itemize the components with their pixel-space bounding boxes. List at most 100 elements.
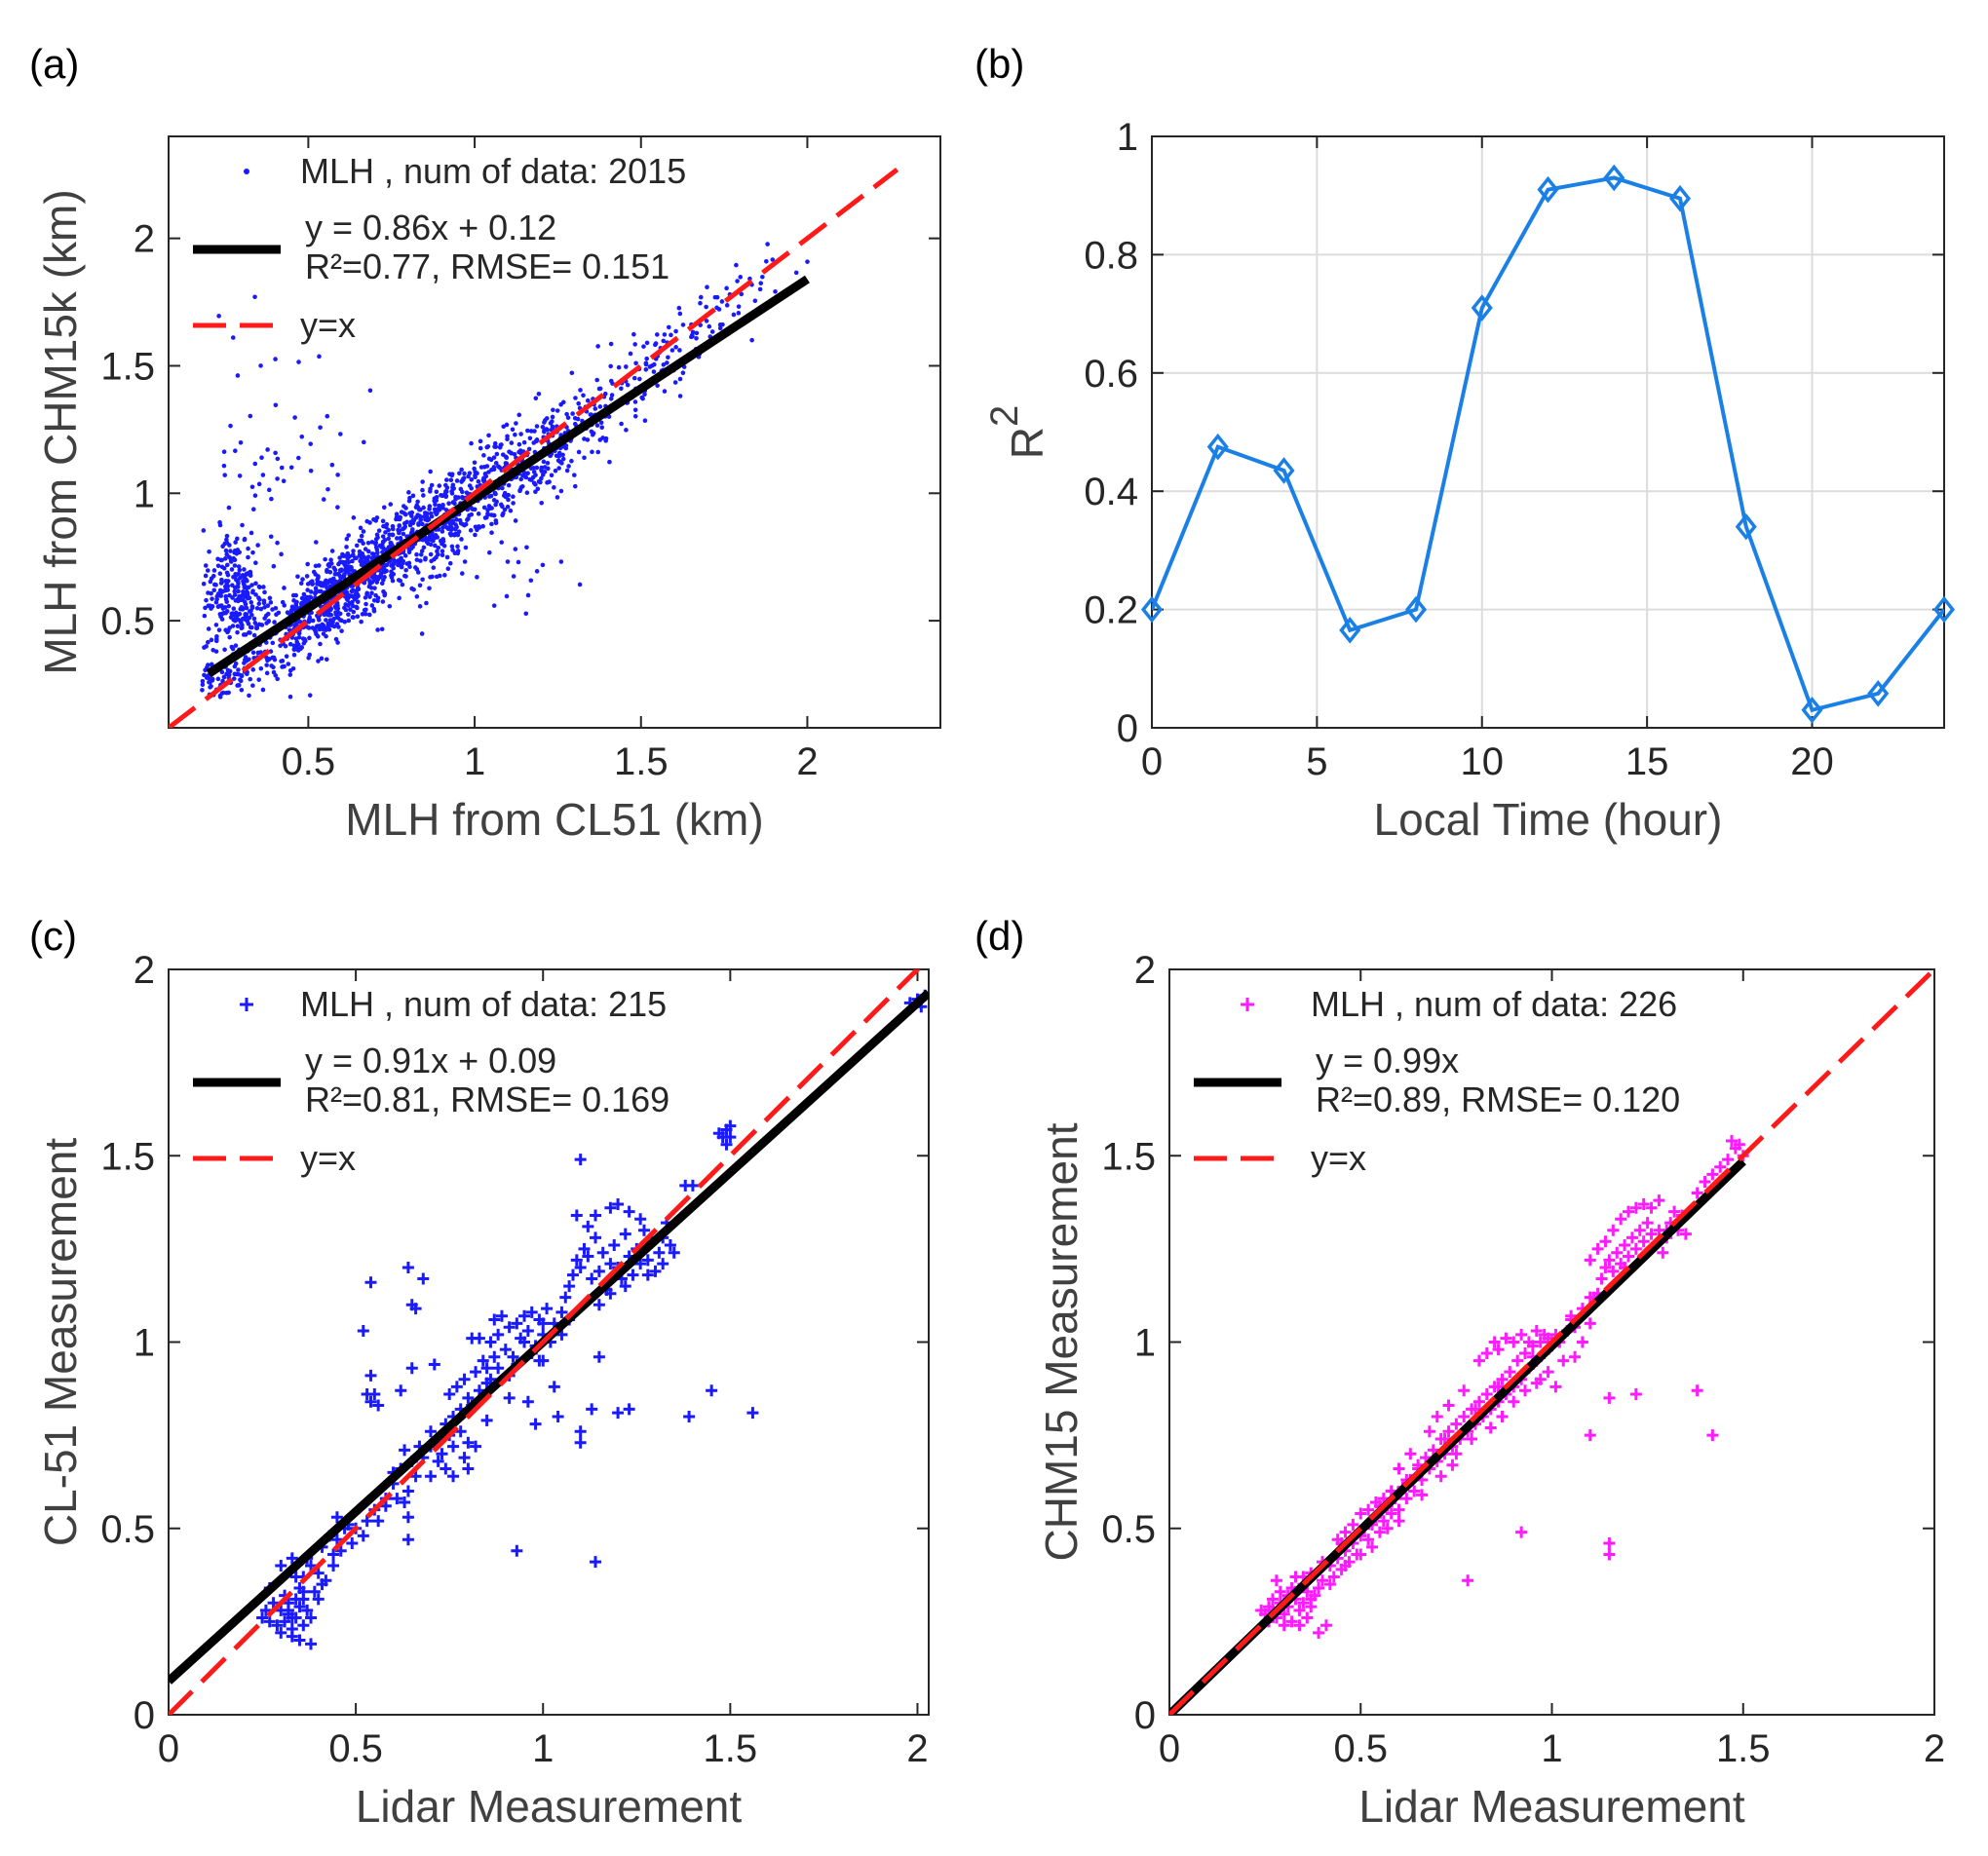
data-point-plus (503, 1391, 516, 1404)
data-point (545, 427, 550, 433)
data-point (201, 528, 207, 533)
data-point (518, 432, 523, 436)
data-point (489, 530, 494, 535)
data-point-plus (330, 1511, 343, 1524)
data-point (215, 676, 221, 682)
y-tick-label: 0 (1134, 1694, 1156, 1737)
data-point (366, 612, 372, 618)
data-point (403, 567, 408, 573)
data-point (462, 471, 467, 476)
data-point (359, 533, 364, 539)
data-point (235, 683, 240, 688)
data-point (418, 517, 423, 523)
data-point (690, 329, 696, 335)
data-point (364, 557, 369, 562)
data-point (338, 432, 343, 436)
data-point-plus (1603, 1537, 1616, 1550)
data-point (608, 363, 613, 369)
data-point (374, 532, 380, 538)
data-point-plus (424, 1470, 437, 1483)
data-point (264, 663, 269, 667)
data-point (323, 556, 327, 562)
y-tick-label: 0.5 (100, 1508, 155, 1551)
y-tick-label: 0.4 (1084, 471, 1138, 513)
data-point (382, 575, 387, 580)
data-point (363, 607, 368, 613)
data-point (423, 555, 428, 561)
data-point (539, 500, 545, 506)
data-point (492, 444, 497, 449)
data-point (433, 543, 438, 549)
data-point (442, 573, 447, 578)
data-point (258, 665, 264, 671)
data-point (324, 618, 328, 623)
data-point (235, 624, 241, 628)
data-point (351, 595, 357, 600)
data-point-plus (409, 1303, 422, 1315)
data-point (735, 279, 740, 284)
data-point (334, 614, 340, 620)
data-point-diamond (1603, 164, 1625, 192)
data-point-plus (312, 1593, 325, 1606)
data-point-plus (462, 1436, 475, 1449)
data-point (436, 545, 441, 550)
data-point (258, 363, 263, 368)
data-point (525, 428, 530, 434)
data-point (409, 586, 414, 591)
data-point (459, 571, 465, 576)
legend-fit-equation: y = 0.99x (1316, 1041, 1459, 1080)
data-point (533, 482, 538, 487)
data-point-plus (470, 1440, 482, 1453)
data-point (235, 373, 241, 378)
data-point (295, 574, 300, 580)
legend-marker-plus (240, 998, 253, 1011)
data-point (380, 534, 386, 539)
data-point (222, 556, 228, 561)
data-point (203, 667, 208, 673)
data-point (434, 489, 440, 495)
data-point (765, 242, 770, 246)
data-point-plus (1637, 1235, 1650, 1248)
data-point (558, 488, 564, 494)
data-point (533, 489, 538, 495)
data-point (595, 449, 601, 455)
data-point (288, 465, 294, 471)
data-point (440, 502, 445, 508)
data-point-plus (1393, 1503, 1405, 1516)
data-point (335, 505, 340, 510)
data-point-plus (1480, 1346, 1493, 1359)
data-point (379, 626, 385, 632)
data-point (595, 344, 600, 349)
data-point (250, 507, 256, 511)
data-point (416, 507, 422, 512)
data-point (572, 415, 578, 421)
data-point (342, 620, 348, 625)
data-point (558, 401, 563, 407)
data-point-plus (424, 1425, 437, 1438)
data-point-plus (574, 1262, 587, 1273)
data-point (598, 420, 604, 426)
legend-fit-stats: R²=0.81, RMSE= 0.169 (305, 1080, 669, 1119)
data-point (351, 549, 356, 553)
data-point (238, 440, 244, 445)
x-tick-label: 1 (1541, 1727, 1562, 1770)
data-point (268, 534, 274, 540)
x-tick-label: 1.5 (1716, 1727, 1771, 1770)
data-point (526, 446, 532, 452)
data-point (569, 458, 574, 464)
data-point-plus (1438, 1432, 1451, 1445)
data-point (236, 667, 241, 672)
data-point-plus (1619, 1239, 1631, 1252)
x-tick-label: 15 (1625, 740, 1669, 783)
reference-line (1169, 969, 1934, 1715)
data-point (643, 367, 649, 372)
data-point (637, 376, 642, 382)
data-point (254, 606, 260, 611)
data-point-plus (1591, 1242, 1604, 1255)
data-point (538, 479, 543, 485)
data-point (208, 579, 213, 585)
data-point-plus (1511, 1354, 1524, 1367)
data-point (677, 394, 683, 398)
data-point (544, 416, 550, 421)
data-point-plus (1263, 1601, 1276, 1613)
